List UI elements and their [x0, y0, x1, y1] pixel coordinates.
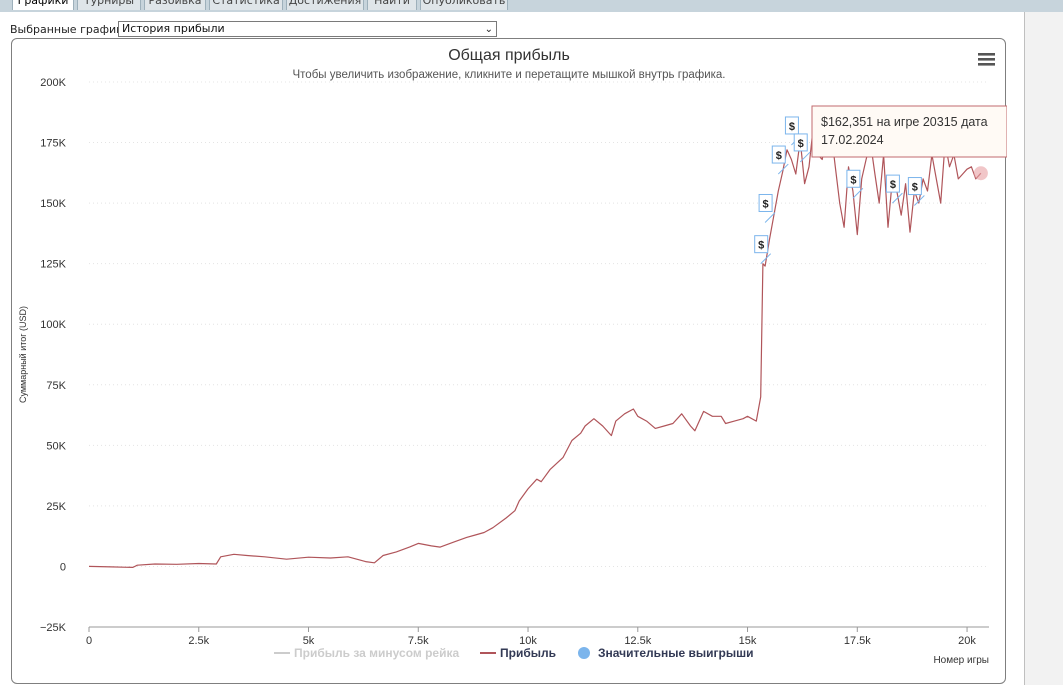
- tooltip-line-2: 17.02.2024: [821, 133, 884, 147]
- series-group: [88, 124, 982, 569]
- big-win-flag[interactable]: $: [885, 174, 903, 204]
- x-tick-label: 5k: [303, 635, 315, 647]
- big-win-flag[interactable]: $: [771, 145, 789, 175]
- hover-point-halo: [973, 166, 988, 181]
- big-win-flag-label: $: [850, 174, 856, 186]
- x-tick-label: 10k: [519, 635, 537, 647]
- legend-item[interactable]: Прибыль за минусом рейка: [274, 646, 459, 660]
- big-win-flag[interactable]: $: [754, 235, 772, 265]
- chart-selector-dropdown[interactable]: История прибыли ⌄: [118, 21, 497, 37]
- x-tick-label: 0: [86, 635, 92, 647]
- y-tick-label: 25K: [46, 501, 66, 513]
- big-win-flag-box: [885, 174, 900, 193]
- big-win-flag-label: $: [763, 198, 769, 210]
- big-win-flag[interactable]: $: [784, 116, 802, 146]
- big-win-flag[interactable]: $: [793, 133, 811, 163]
- y-axis: −25K 0 25K 50K 75K 100K 125K 150K 175K 200K: [40, 77, 67, 634]
- hamburger-menu-icon[interactable]: [978, 53, 995, 66]
- tab-charts[interactable]: Графики: [12, 0, 74, 10]
- tab-find[interactable]: Найти: [367, 0, 417, 10]
- big-win-flag[interactable]: $: [907, 177, 925, 206]
- hover-point: [973, 166, 988, 181]
- y-tick-label: −25K: [40, 622, 67, 634]
- tab-statistics[interactable]: Статистика: [209, 0, 283, 10]
- y-tick-label: 75K: [46, 380, 66, 392]
- big-win-flag-stem: [777, 163, 789, 175]
- chart-selector-value: История прибыли: [122, 22, 225, 35]
- big-win-flag-label: $: [798, 138, 804, 150]
- x-axis-label: Номер игры: [933, 655, 989, 666]
- big-win-flag-box: [771, 145, 786, 164]
- y-tick-label: 175K: [40, 138, 66, 150]
- y-tick-label: 125K: [40, 259, 66, 271]
- big-win-flag-stem: [914, 195, 925, 206]
- x-tick-label: 17.5k: [844, 635, 871, 647]
- chart-subtitle: Чтобы увеличить изображение, кликните и …: [293, 69, 726, 81]
- big-win-flag[interactable]: $: [758, 193, 776, 223]
- legend-label: Значительные выигрыши: [598, 646, 754, 660]
- chevron-down-icon: ⌄: [484, 24, 493, 35]
- tab-publish[interactable]: Опубликовать: [420, 0, 508, 10]
- legend-item[interactable]: Значительные выигрыши: [578, 646, 754, 660]
- grid-lines: [89, 81, 989, 628]
- x-tick-label: 2.5k: [188, 635, 209, 647]
- legend-item[interactable]: Прибыль: [480, 646, 556, 660]
- x-tick-label: 15k: [739, 635, 757, 647]
- big-win-flag-box: [784, 116, 799, 135]
- chart-container[interactable]: Общая прибыль Чтобы увеличить изображени…: [11, 38, 1007, 685]
- big-win-flag-box: [754, 235, 769, 254]
- big-win-flag-label: $: [776, 150, 782, 162]
- x-tick-label: 12.5k: [624, 635, 651, 647]
- tab-breakdown[interactable]: Разбивка: [144, 0, 206, 10]
- big-win-flag-box: [907, 177, 922, 196]
- big-win-flag-box: [758, 193, 773, 212]
- legend-label: Прибыль: [500, 646, 556, 660]
- big-win-flag-stem: [799, 151, 811, 163]
- y-tick-label: 200K: [40, 77, 66, 89]
- big-win-flag-stem: [764, 212, 776, 223]
- series-line-profit[interactable]: [88, 124, 982, 569]
- tab-bar: Графики Турниры Разбивка Статистика Дост…: [0, 0, 1063, 12]
- x-tick-label: 20k: [958, 635, 976, 647]
- tab-tournaments[interactable]: Турниры: [77, 0, 141, 10]
- chart-selector-label: Выбранные графики:: [10, 23, 134, 36]
- big-win-flag-label: $: [758, 240, 764, 252]
- y-axis-label: Суммарный итог (USD): [18, 306, 28, 403]
- tooltip: $162,351 на игре 20315 дата 17.02.2024: [811, 105, 1007, 158]
- big-win-flag-box: [846, 169, 861, 188]
- legend-swatch-dot: [578, 647, 590, 659]
- profit-chart[interactable]: Общая прибыль Чтобы увеличить изображени…: [12, 39, 1007, 685]
- big-win-flag-label: $: [890, 179, 896, 191]
- y-tick-label: 150K: [40, 198, 66, 210]
- big-win-flag-stem: [852, 187, 864, 199]
- x-tick-label: 7.5k: [408, 635, 429, 647]
- tab-achievements[interactable]: Достижения: [286, 0, 364, 10]
- big-win-flag-box: [793, 133, 808, 152]
- big-win-flag-stem: [760, 253, 772, 265]
- tooltip-line-1: $162,351 на игре 20315 дата: [821, 115, 988, 129]
- big-win-flag-label: $: [912, 182, 918, 194]
- x-axis: 0 2.5k 5k 7.5k 10k 12.5k 15k 17.5k 20k: [86, 626, 989, 647]
- y-tick-label: 50K: [46, 440, 66, 452]
- legend: Прибыль за минусом рейка Прибыль Значитель…: [274, 646, 754, 660]
- y-tick-label: 100K: [40, 319, 66, 331]
- big-win-flag[interactable]: $: [846, 169, 864, 199]
- y-tick-label: 0: [60, 561, 66, 573]
- chart-title: Общая прибыль: [448, 47, 570, 64]
- big-win-flag-stem: [892, 192, 903, 204]
- big-win-flag-label: $: [789, 121, 795, 133]
- legend-label: Прибыль за минусом рейка: [294, 646, 459, 660]
